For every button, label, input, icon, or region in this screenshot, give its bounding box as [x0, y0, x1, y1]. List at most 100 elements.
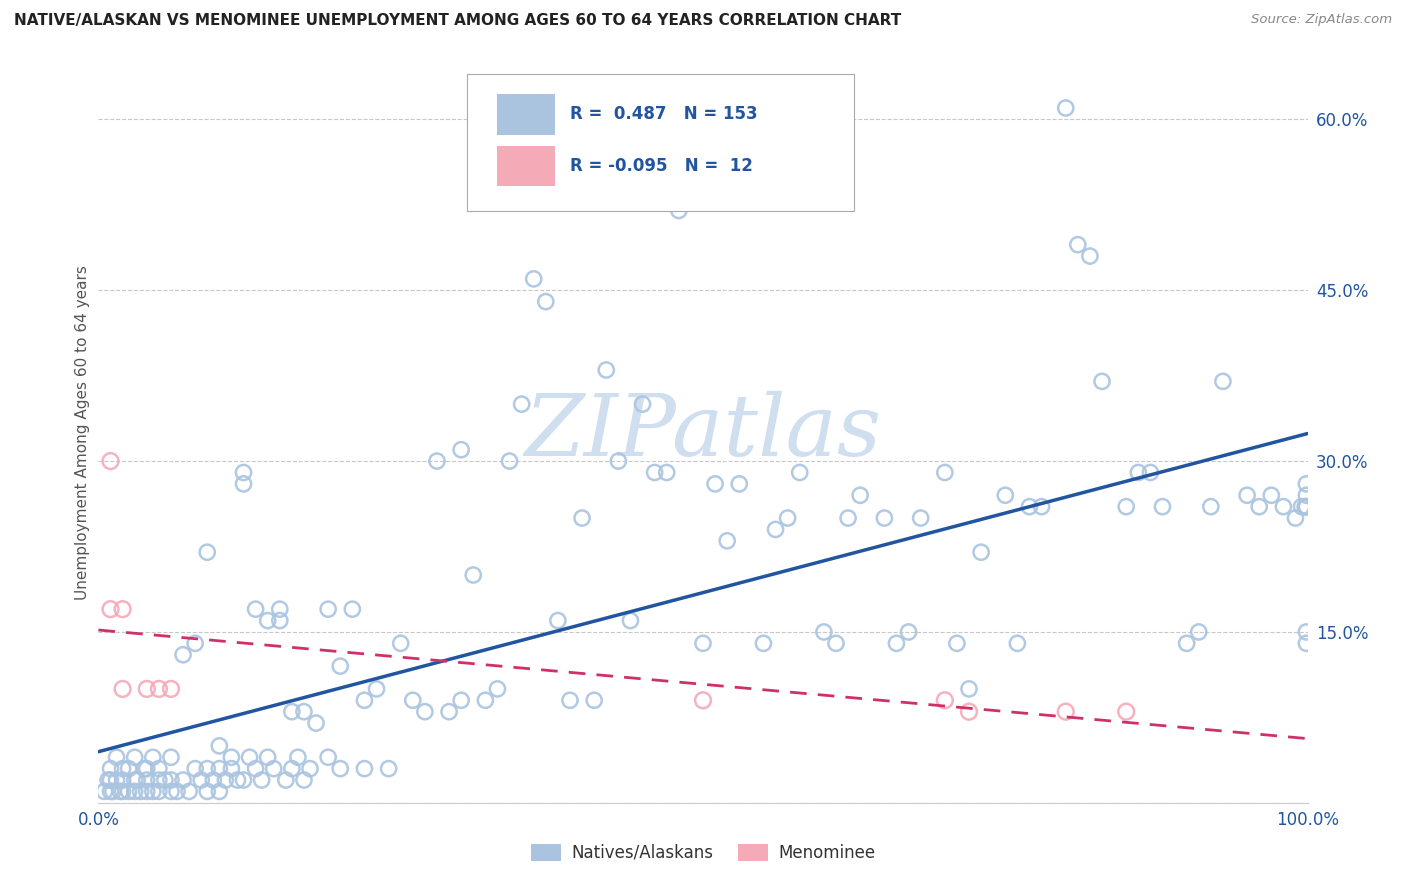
Point: [437, 705, 460, 719]
Bar: [498, 94, 555, 135]
Point: [190, 772, 212, 787]
Point: [752, 636, 775, 650]
Point: [118, 762, 141, 776]
Point: [910, 511, 932, 525]
Point: [789, 466, 811, 480]
Point: [583, 693, 606, 707]
Point: [148, 784, 170, 798]
Point: [226, 772, 249, 787]
Point: [389, 636, 412, 650]
Point: [208, 739, 231, 753]
Point: [631, 397, 654, 411]
Bar: [498, 145, 555, 186]
Point: [607, 454, 630, 468]
Point: [269, 614, 291, 628]
Point: [1152, 500, 1174, 514]
Point: [105, 750, 128, 764]
Point: [813, 624, 835, 639]
Point: [1139, 466, 1161, 480]
Point: [245, 602, 267, 616]
Point: [426, 454, 449, 468]
Text: R = -0.095   N =  12: R = -0.095 N = 12: [569, 157, 752, 175]
Point: [100, 762, 122, 776]
Point: [523, 272, 546, 286]
Point: [765, 523, 787, 537]
Point: [825, 636, 848, 650]
Point: [97, 772, 120, 787]
Point: [292, 772, 315, 787]
Point: [1007, 636, 1029, 650]
Point: [1260, 488, 1282, 502]
Point: [571, 511, 593, 525]
Point: [450, 693, 472, 707]
Point: [1078, 249, 1101, 263]
Legend: Natives/Alaskans, Menominee: Natives/Alaskans, Menominee: [524, 837, 882, 869]
Point: [692, 693, 714, 707]
Point: [1115, 705, 1137, 719]
Text: ZIPatlas: ZIPatlas: [524, 392, 882, 474]
Point: [1236, 488, 1258, 502]
FancyBboxPatch shape: [467, 73, 855, 211]
Point: [1128, 466, 1150, 480]
Point: [655, 466, 678, 480]
Point: [274, 772, 297, 787]
Point: [377, 762, 399, 776]
Point: [269, 602, 291, 616]
Point: [111, 762, 134, 776]
Point: [463, 568, 485, 582]
Point: [142, 784, 165, 798]
Point: [994, 488, 1017, 502]
Point: [558, 693, 581, 707]
Point: [195, 762, 218, 776]
Point: [619, 614, 641, 628]
Point: [353, 693, 375, 707]
Point: [474, 693, 496, 707]
Point: [127, 772, 149, 787]
Point: [160, 750, 183, 764]
Point: [849, 488, 872, 502]
Point: [250, 772, 273, 787]
Point: [105, 772, 128, 787]
Point: [1091, 375, 1114, 389]
Point: [1295, 636, 1317, 650]
Point: [221, 762, 243, 776]
Point: [118, 784, 141, 798]
Point: [897, 624, 920, 639]
Point: [486, 681, 509, 696]
Y-axis label: Unemployment Among Ages 60 to 64 years: Unemployment Among Ages 60 to 64 years: [75, 265, 90, 600]
Point: [195, 784, 218, 798]
Point: [366, 681, 388, 696]
Point: [1295, 500, 1317, 514]
Point: [934, 466, 956, 480]
Point: [111, 602, 134, 616]
Point: [886, 636, 908, 650]
Point: [946, 636, 969, 650]
Point: [837, 511, 859, 525]
Point: [644, 466, 666, 480]
Point: [450, 442, 472, 457]
Point: [1199, 500, 1222, 514]
Point: [668, 203, 690, 218]
Point: [100, 602, 122, 616]
Point: [1295, 488, 1317, 502]
Point: [970, 545, 993, 559]
Point: [353, 762, 375, 776]
Point: [93, 784, 115, 798]
Point: [305, 716, 328, 731]
Point: [1212, 375, 1234, 389]
Point: [299, 762, 322, 776]
Point: [510, 397, 533, 411]
Point: [1284, 511, 1306, 525]
Point: [1188, 624, 1211, 639]
Point: [148, 772, 170, 787]
Point: [148, 681, 170, 696]
Point: [142, 750, 165, 764]
Point: [1031, 500, 1053, 514]
Point: [111, 784, 134, 798]
Point: [160, 772, 183, 787]
Point: [402, 693, 425, 707]
Point: [202, 772, 225, 787]
Point: [184, 636, 207, 650]
Point: [1175, 636, 1198, 650]
Point: [776, 511, 799, 525]
